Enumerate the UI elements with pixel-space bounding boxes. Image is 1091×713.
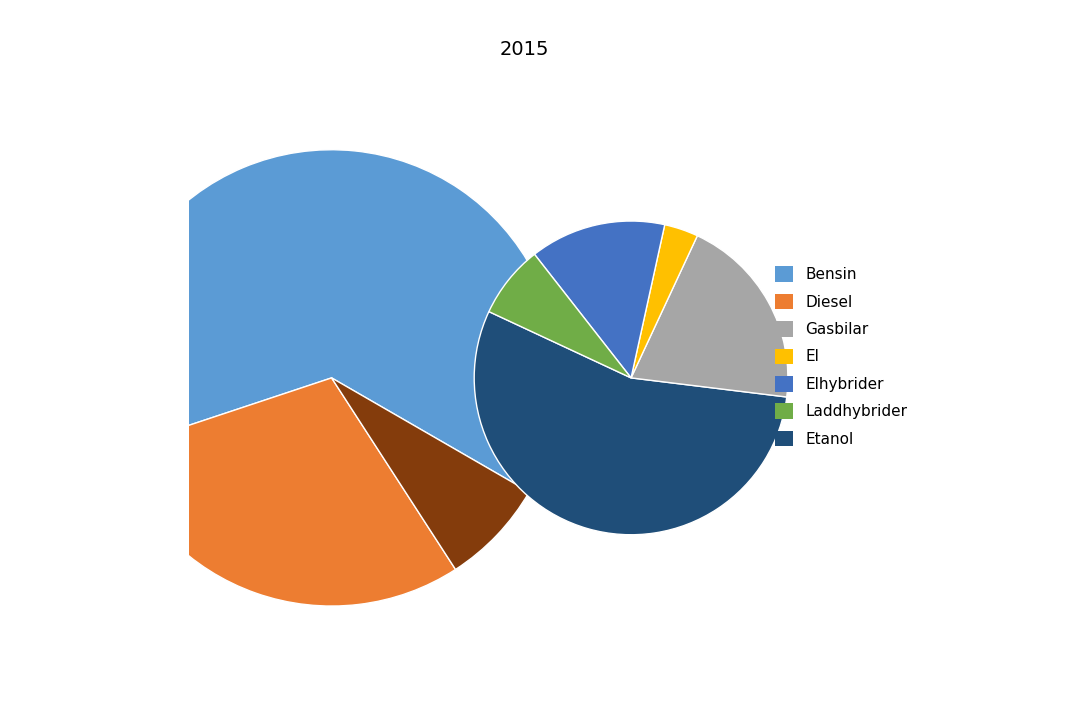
Legend: Bensin, Diesel, Gasbilar, El, Elhybrider, Laddhybrider, Etanol: Bensin, Diesel, Gasbilar, El, Elhybrider… bbox=[767, 259, 915, 454]
Wedge shape bbox=[489, 255, 631, 378]
Wedge shape bbox=[332, 378, 529, 570]
Wedge shape bbox=[631, 225, 697, 378]
Text: 2015: 2015 bbox=[500, 41, 549, 59]
Wedge shape bbox=[535, 221, 664, 378]
Wedge shape bbox=[475, 312, 787, 535]
Wedge shape bbox=[631, 236, 788, 397]
Wedge shape bbox=[115, 378, 456, 606]
Wedge shape bbox=[104, 150, 560, 492]
